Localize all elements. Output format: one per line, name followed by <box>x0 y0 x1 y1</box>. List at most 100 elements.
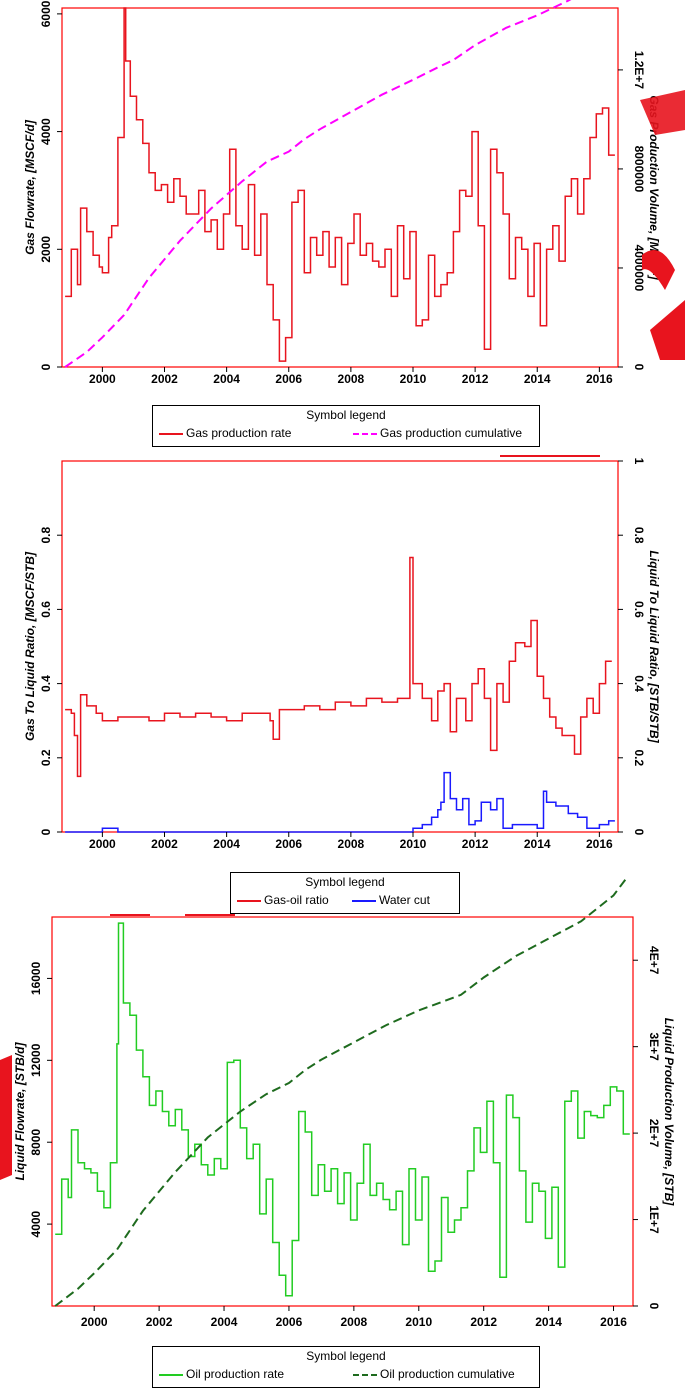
x-tick-label: 2010 <box>400 837 427 851</box>
y-tick-label: 0.2 <box>39 749 53 766</box>
legend-label: Gas production rate <box>186 426 292 440</box>
x-tick-label: 2010 <box>400 372 427 386</box>
y2-tick-label: 0.6 <box>632 601 646 618</box>
series-line-2 <box>64 0 572 368</box>
legend-label: Oil production cumulative <box>380 1367 515 1381</box>
x-tick-label: 2002 <box>151 837 178 851</box>
y2-tick-label: 0.8 <box>632 527 646 544</box>
y2-tick-label: 1.2E+7 <box>632 51 646 90</box>
legend: Symbol legend Oil production rate Oil prod… <box>152 1346 540 1388</box>
watermark-decoration <box>0 90 685 1180</box>
y-axis-label: Gas To Liquid Ratio, [MSCF/STB] <box>23 551 37 741</box>
series-line-2 <box>54 877 628 1307</box>
y-tick-label: 12000 <box>29 1043 43 1077</box>
legend-item: Gas-oil ratio <box>237 893 329 907</box>
legend-item: Water cut <box>352 893 430 907</box>
y2-tick-label: 1E+7 <box>647 1205 661 1234</box>
legend-title: Symbol legend <box>306 1349 386 1363</box>
y2-axis-label: Liquid To Liquid Ratio, [STB/STB] <box>647 550 661 743</box>
legend-swatch <box>159 1373 183 1376</box>
x-tick-label: 2004 <box>213 837 240 851</box>
y2-axis-label: Gas Production Volume, [MSCF] <box>647 95 661 280</box>
x-tick-label: 2012 <box>462 372 489 386</box>
watermark-shape <box>650 300 685 360</box>
y-tick-label: 0.6 <box>39 601 53 618</box>
legend-label: Gas-oil ratio <box>264 893 329 907</box>
legend-swatch <box>353 432 377 435</box>
y2-tick-label: 8000000 <box>632 146 646 193</box>
y-tick-label: 0 <box>39 828 53 835</box>
x-tick-label: 2012 <box>462 837 489 851</box>
plot-frame <box>61 7 619 368</box>
x-tick-label: 2000 <box>81 1315 108 1329</box>
chart-panel-1: 2000 2002 2004 2006 2008 2010 2012 2014 2016 0 200… <box>23 0 661 386</box>
x-tick-label: 2016 <box>586 837 613 851</box>
series-line-1 <box>65 556 612 778</box>
watermark-shape <box>640 90 685 135</box>
x-tick-label: 2002 <box>146 1315 173 1329</box>
y-tick-label: 4000 <box>29 1210 43 1237</box>
x-tick-label: 2006 <box>276 1315 303 1329</box>
y-tick-label: 4000 <box>39 118 53 145</box>
y-tick-label: 6000 <box>39 0 53 27</box>
y2-tick-label: 0 <box>632 364 646 371</box>
x-tick-label: 2006 <box>275 372 302 386</box>
legend: Symbol legend Gas-oil ratio Water cut <box>230 872 460 914</box>
y-tick-label: 0 <box>39 363 53 370</box>
y2-tick-label: 0 <box>632 829 646 836</box>
series-line-1 <box>55 922 630 1297</box>
watermark-shape <box>0 1055 12 1180</box>
x-tick-label: 2014 <box>524 372 551 386</box>
y2-axis-label: Liquid Production Volume, [STB] <box>662 1018 676 1207</box>
y-axis-label: Liquid Flowrate, [STB/d] <box>13 1042 27 1181</box>
y-tick-label: 0.4 <box>39 675 53 692</box>
y2-tick-label: 0.2 <box>632 749 646 766</box>
x-tick-label: 2010 <box>405 1315 432 1329</box>
x-tick-label: 2004 <box>213 372 240 386</box>
legend-swatch <box>352 899 376 902</box>
x-tick-label: 2016 <box>600 1315 627 1329</box>
series-line-1 <box>65 7 615 362</box>
legend-item: Gas production rate <box>159 426 291 440</box>
legend-title: Symbol legend <box>305 875 385 889</box>
chart-panel-2: 2000 2002 2004 2006 2008 2010 2012 2014 2016 0 0.2… <box>23 458 661 851</box>
y2-tick-label: 3E+7 <box>647 1032 661 1061</box>
legend-swatch <box>353 1373 377 1376</box>
x-tick-label: 2000 <box>89 372 116 386</box>
y-tick-label: 2000 <box>39 236 53 263</box>
x-tick-label: 2014 <box>524 837 551 851</box>
plot-frame <box>51 916 634 1307</box>
x-tick-label: 2008 <box>338 372 365 386</box>
legend-label: Water cut <box>379 893 430 907</box>
x-tick-label: 2006 <box>275 837 302 851</box>
x-tick-label: 2016 <box>586 372 613 386</box>
y-axis-label: Gas Flowrate, [MSCF/d] <box>23 119 37 255</box>
chart-panel-3: 2000 2002 2004 2006 2008 2010 2012 2014 2016 4000… <box>13 877 676 1329</box>
legend-label: Gas production cumulative <box>380 426 523 440</box>
y2-tick-label: 2E+7 <box>647 1119 661 1148</box>
y2-tick-label: 0.4 <box>632 675 646 692</box>
y2-tick-label: 1 <box>632 458 646 465</box>
plot-frame <box>61 460 619 833</box>
legend-item: Oil production rate <box>159 1367 284 1381</box>
y-tick-label: 16000 <box>29 961 43 995</box>
x-tick-label: 2002 <box>151 372 178 386</box>
y-tick-label: 8000 <box>29 1129 43 1156</box>
y2-tick-label: 0 <box>647 1303 661 1310</box>
legend-swatch <box>159 432 183 435</box>
legend-item: Oil production cumulative <box>353 1367 515 1381</box>
legend-swatch <box>237 899 261 902</box>
series-line-2 <box>65 771 615 833</box>
legend: Symbol legend Gas production rate Gas prod… <box>152 405 540 447</box>
legend-item: Gas production cumulative <box>353 426 522 440</box>
x-tick-label: 2008 <box>338 837 365 851</box>
x-tick-label: 2014 <box>535 1315 562 1329</box>
watermark-shape <box>642 250 675 290</box>
x-tick-label: 2012 <box>470 1315 497 1329</box>
legend-label: Oil production rate <box>186 1367 285 1381</box>
y-tick-label: 0.8 <box>39 527 53 544</box>
legend-title: Symbol legend <box>306 408 386 422</box>
x-tick-label: 2000 <box>89 837 116 851</box>
y2-tick-label: 4E+7 <box>647 946 661 975</box>
